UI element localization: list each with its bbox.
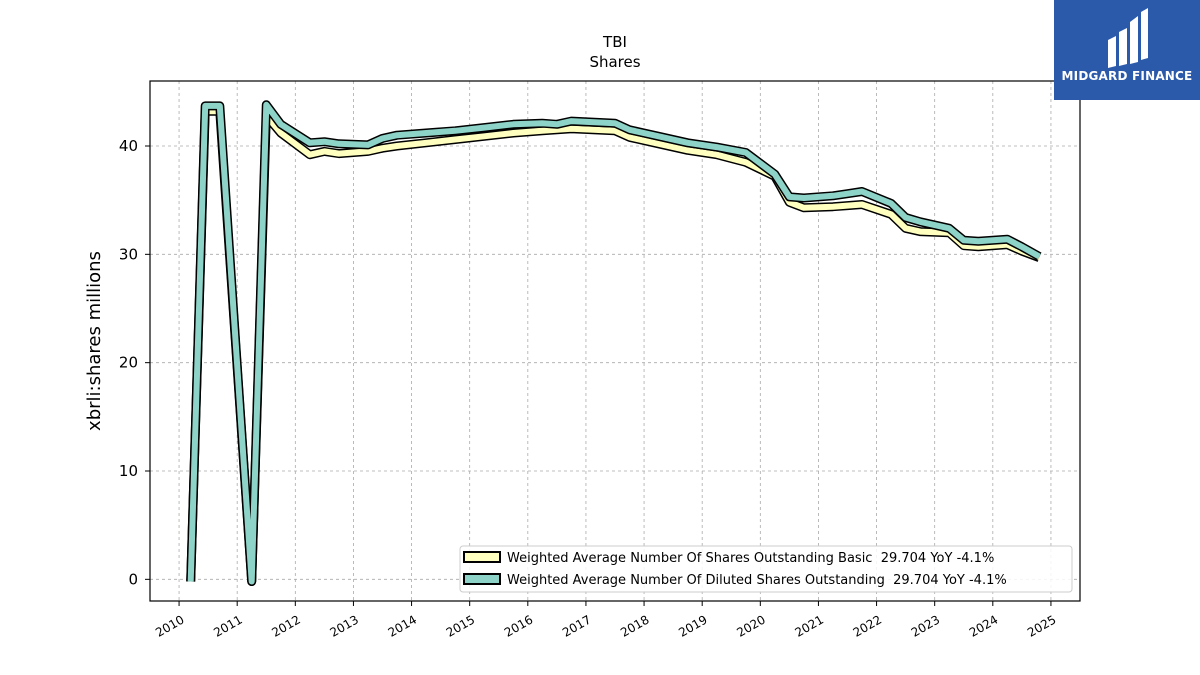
legend: Weighted Average Number Of Shares Outsta… [459,545,1073,593]
series-line-1 [187,101,1041,585]
logo-text: MIDGARD FINANCE [1061,69,1193,83]
y-axis-label: xbrli:shares millions [84,251,105,431]
legend-box [459,545,1073,593]
y-tick-label: 30 [119,245,138,263]
plot-frame [149,80,1081,602]
x-tick-label: 2013 [327,612,360,639]
legend-swatch-diluted [463,573,501,585]
x-tick-label: 2012 [269,612,302,639]
legend-label-basic: Weighted Average Number Of Shares Outsta… [507,551,994,566]
y-tick-label: 20 [119,354,138,372]
x-tick-label: 2016 [502,612,535,639]
brand-logo: MIDGARD FINANCE [1054,0,1200,100]
x-tick-label: 2024 [967,612,1000,639]
y-tick-label: 40 [119,137,138,155]
series-line-0 [187,108,1041,585]
series-outline-0 [186,106,1041,586]
y-tick-label: 10 [119,462,138,480]
x-tick-label: 2014 [386,612,419,639]
logo-mark-icon [1108,8,1148,68]
x-tick-label: 2018 [618,612,651,639]
x-tick-label: 2017 [560,612,593,639]
chart-title: TBI [602,33,627,51]
x-tick-label: 2015 [444,612,477,639]
legend-label-diluted: Weighted Average Number Of Diluted Share… [507,573,1007,588]
x-tick-label: 2011 [211,612,244,639]
x-tick-label: 2019 [676,612,709,639]
y-axis-ticks: 0 10 20 30 40 [119,137,150,588]
x-tick-label: 2025 [1025,612,1058,639]
x-tick-label: 2021 [792,612,825,639]
x-tick-label: 2010 [153,612,186,639]
x-tick-label: 2023 [909,612,942,639]
gridlines [150,81,1080,601]
chart-subtitle: Shares [589,53,640,71]
legend-swatch-basic [463,551,501,563]
x-tick-label: 2022 [851,612,884,639]
series-outline-1 [186,100,1042,586]
y-tick-label: 0 [128,570,138,588]
plot-series [186,100,1042,586]
x-axis-ticks: 2010 2011 2012 2013 2014 2015 2016 2017 2018 2019… [153,601,1058,640]
x-tick-label: 2020 [734,612,767,639]
